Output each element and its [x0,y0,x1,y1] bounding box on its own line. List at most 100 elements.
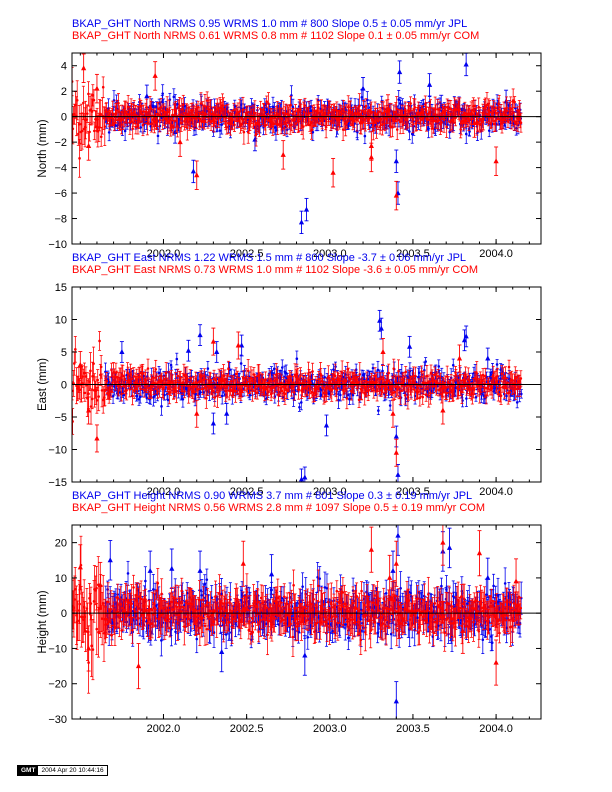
data-point [138,395,142,399]
data-point [125,112,129,116]
data-point [258,123,261,127]
data-point [170,123,174,127]
outlier-point [81,65,87,71]
data-point [464,132,468,136]
data-point [282,126,286,130]
data-point [290,123,293,127]
data-point [72,127,75,131]
data-point [408,130,411,133]
y-axis-label: North (mm) [37,119,49,177]
data-point [176,124,179,128]
data-point [209,120,213,124]
y-tick-label: −8 [54,214,67,226]
data-point [397,113,401,117]
data-point [176,102,179,106]
data-point [316,98,320,102]
data-point [412,108,416,111]
data-point [485,103,489,107]
y-tick-label: −4 [54,163,67,175]
data-point [291,112,295,116]
data-point [202,391,206,394]
data-point [180,107,184,111]
data-point [473,104,477,108]
data-point [492,122,496,126]
data-point [130,111,133,115]
data-point [120,123,123,126]
data-point [161,109,164,112]
x-tick-label: 2003.0 [313,248,347,260]
data-point [328,105,332,109]
data-point [419,118,423,122]
outlier-point [393,192,399,198]
data-point [93,129,96,133]
data-point [166,120,170,123]
data-point [163,393,166,397]
outlier-point [385,106,391,112]
data-point [478,118,482,122]
data-layer [72,53,523,235]
panel-header-line: BKAP_GHT North NRMS 0.61 WRMS 0.8 mm # 1… [72,30,479,42]
data-point [299,108,302,111]
data-point [107,131,111,134]
data-point [417,106,420,109]
data-point [476,120,480,124]
data-point [211,112,214,115]
data-point [157,371,161,375]
plot-frame [71,52,542,245]
data-point [166,398,170,402]
data-point [161,92,164,95]
data-point [488,110,492,114]
data-point [179,121,183,124]
data-point [75,98,79,102]
data-point [493,106,497,110]
y-tick-label: −10 [48,239,67,251]
data-point [209,108,212,112]
data-point [156,113,159,116]
data-point [218,129,222,132]
data-point [92,98,96,102]
data-point [364,118,367,121]
x-tick-label: 2002.5 [230,248,264,260]
data-point [459,128,462,131]
data-point [241,108,245,112]
data-point [511,112,514,115]
data-point [358,104,361,108]
chart-panel-0: BKAP_GHT North NRMS 0.95 WRMS 1.0 mm # 8… [37,18,542,260]
data-point [448,120,452,124]
data-point [90,110,94,113]
chart-panel-1: BKAP_GHT East NRMS 1.22 WRMS 1.5 mm # 80… [37,252,542,498]
data-point [232,108,236,112]
data-point [320,109,323,113]
data-point [395,128,399,131]
data-point [134,113,137,116]
data-point [340,112,344,115]
data-layer [72,309,523,482]
outlier-point [330,169,336,175]
outlier-point [94,85,100,91]
data-point [252,117,255,121]
outlier-point [144,93,150,99]
data-point [85,118,89,121]
data-point [91,94,95,97]
data-point [117,101,120,105]
data-point [375,125,378,128]
data-point [78,157,81,160]
data-point [360,96,364,99]
data-point [307,112,311,115]
data-point [444,109,447,112]
data-point [513,100,516,104]
data-point [267,102,270,105]
outlier-point [177,139,183,145]
data-point [254,132,258,136]
data-point [196,113,199,117]
data-point [369,111,373,115]
data-point [417,113,421,116]
data-point [74,103,77,107]
data-point [242,130,246,134]
data-point [492,110,495,113]
data-point [463,111,467,115]
data-point [101,85,105,89]
data-point [123,129,127,133]
outlier-point [393,158,399,164]
data-point [145,396,149,400]
